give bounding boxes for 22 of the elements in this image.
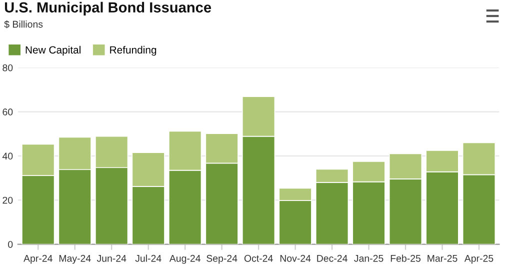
y-tick-label: 40 <box>2 152 13 160</box>
legend-label: Refunding <box>110 46 156 56</box>
chart-subtitle: $ Billions <box>4 20 43 28</box>
x-tick-label: Oct-24 <box>244 254 273 262</box>
x-tick-label: Dec-24 <box>317 254 348 262</box>
y-tick-label: 60 <box>2 108 13 116</box>
y-tick-label: 20 <box>2 196 13 204</box>
x-tick-label: Feb-25 <box>390 254 421 262</box>
x-tick-label: Sep-24 <box>206 254 238 264</box>
y-tick-label: 0 <box>8 240 13 248</box>
x-tick-label: Mar-25 <box>428 254 458 262</box>
x-tick-label: Jun-24 <box>96 254 126 262</box>
x-tick-label: Aug-24 <box>169 254 200 264</box>
y-tick-label: 80 <box>2 64 13 72</box>
legend-label: New Capital <box>26 46 80 56</box>
chart-title: U.S. Municipal Bond Issuance <box>4 2 212 16</box>
x-tick-label: Nov-24 <box>280 254 311 262</box>
x-tick-label: Jan-25 <box>354 254 384 262</box>
x-tick-label: Jul-24 <box>135 254 162 262</box>
x-tick-label: Apr-24 <box>24 254 52 264</box>
x-tick-label: Apr-25 <box>464 254 494 264</box>
x-tick-label: May-24 <box>59 254 91 264</box>
